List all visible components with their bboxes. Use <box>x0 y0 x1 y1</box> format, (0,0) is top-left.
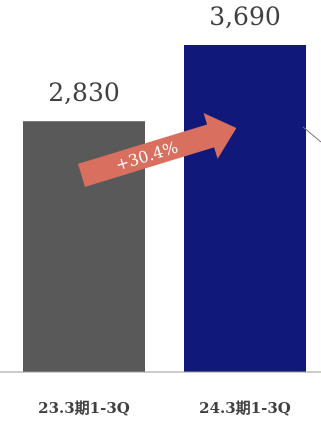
value-labels-group: 2,830 3,690 <box>48 2 281 107</box>
category-label-1: 23.3期1-3Q <box>38 399 130 417</box>
bar-2 <box>184 45 306 372</box>
growth-arrow-shape <box>77 112 237 187</box>
category-label-2: 24.3期1-3Q <box>199 399 291 417</box>
category-labels-group: 23.3期1-3Q 24.3期1-3Q <box>38 399 291 417</box>
connector-line <box>302 126 321 143</box>
value-label-2: 3,690 <box>209 2 281 31</box>
value-label-1: 2,830 <box>48 78 120 107</box>
